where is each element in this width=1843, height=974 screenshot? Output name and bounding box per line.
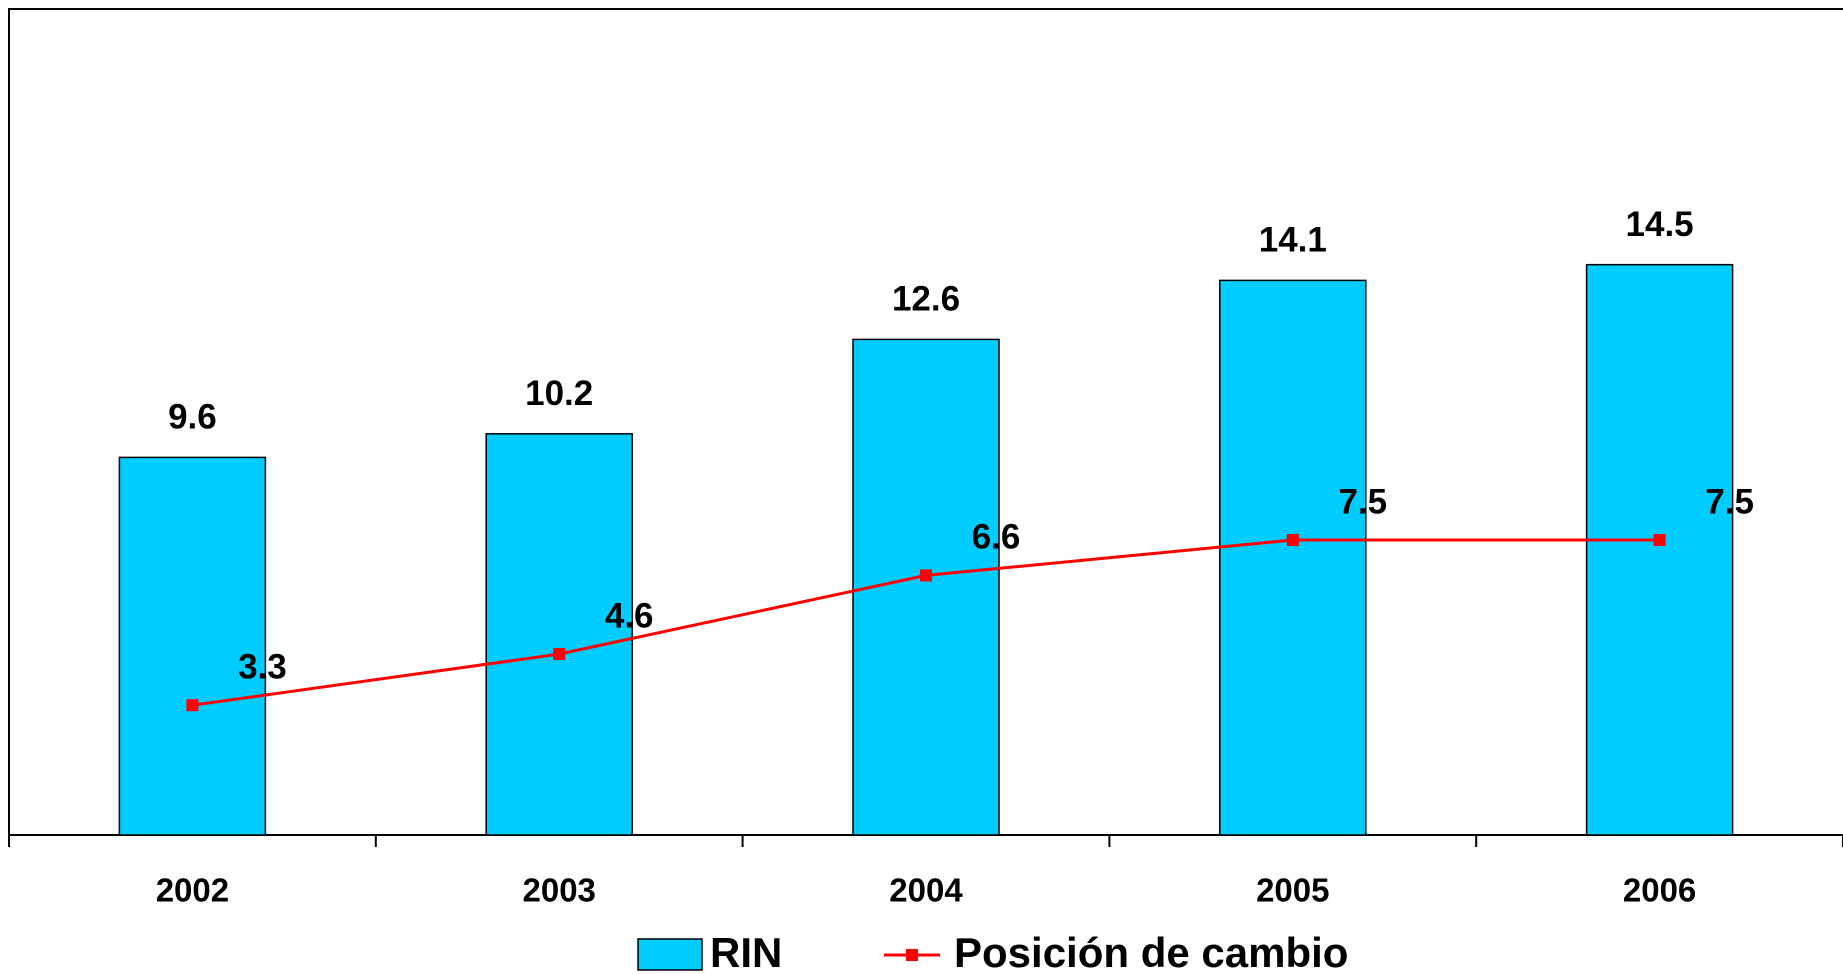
marker (553, 648, 566, 661)
marker (920, 569, 932, 582)
x-tick-label: 2003 (522, 872, 595, 909)
x-tick-label: 2005 (1256, 872, 1329, 909)
data-label: 9.6 (168, 398, 217, 437)
data-label: 3.3 (238, 647, 287, 686)
data-label: 7.5 (1705, 482, 1754, 521)
bar (485, 433, 633, 836)
x-tick-label: 2006 (1623, 872, 1696, 909)
x-tick-label: 2002 (156, 872, 229, 909)
data-label: 12.6 (892, 280, 960, 319)
data-label: 7.5 (1338, 482, 1387, 521)
data-label: 6.6 (972, 518, 1021, 557)
legend-label: RIN (710, 929, 782, 974)
legend-marker (906, 949, 918, 961)
marker (1653, 534, 1666, 546)
data-label: 10.2 (525, 374, 593, 413)
data-label: 14.5 (1626, 205, 1694, 244)
legend-label: Posición de cambio (954, 929, 1348, 974)
bar (1585, 263, 1734, 836)
data-label: 14.1 (1259, 221, 1327, 260)
data-label: 4.6 (605, 596, 654, 635)
marker (186, 699, 199, 712)
bar (118, 456, 267, 836)
x-tick-label: 2004 (889, 872, 963, 909)
bar (1219, 279, 1367, 836)
legend-swatch (637, 938, 703, 971)
marker (1286, 534, 1299, 546)
